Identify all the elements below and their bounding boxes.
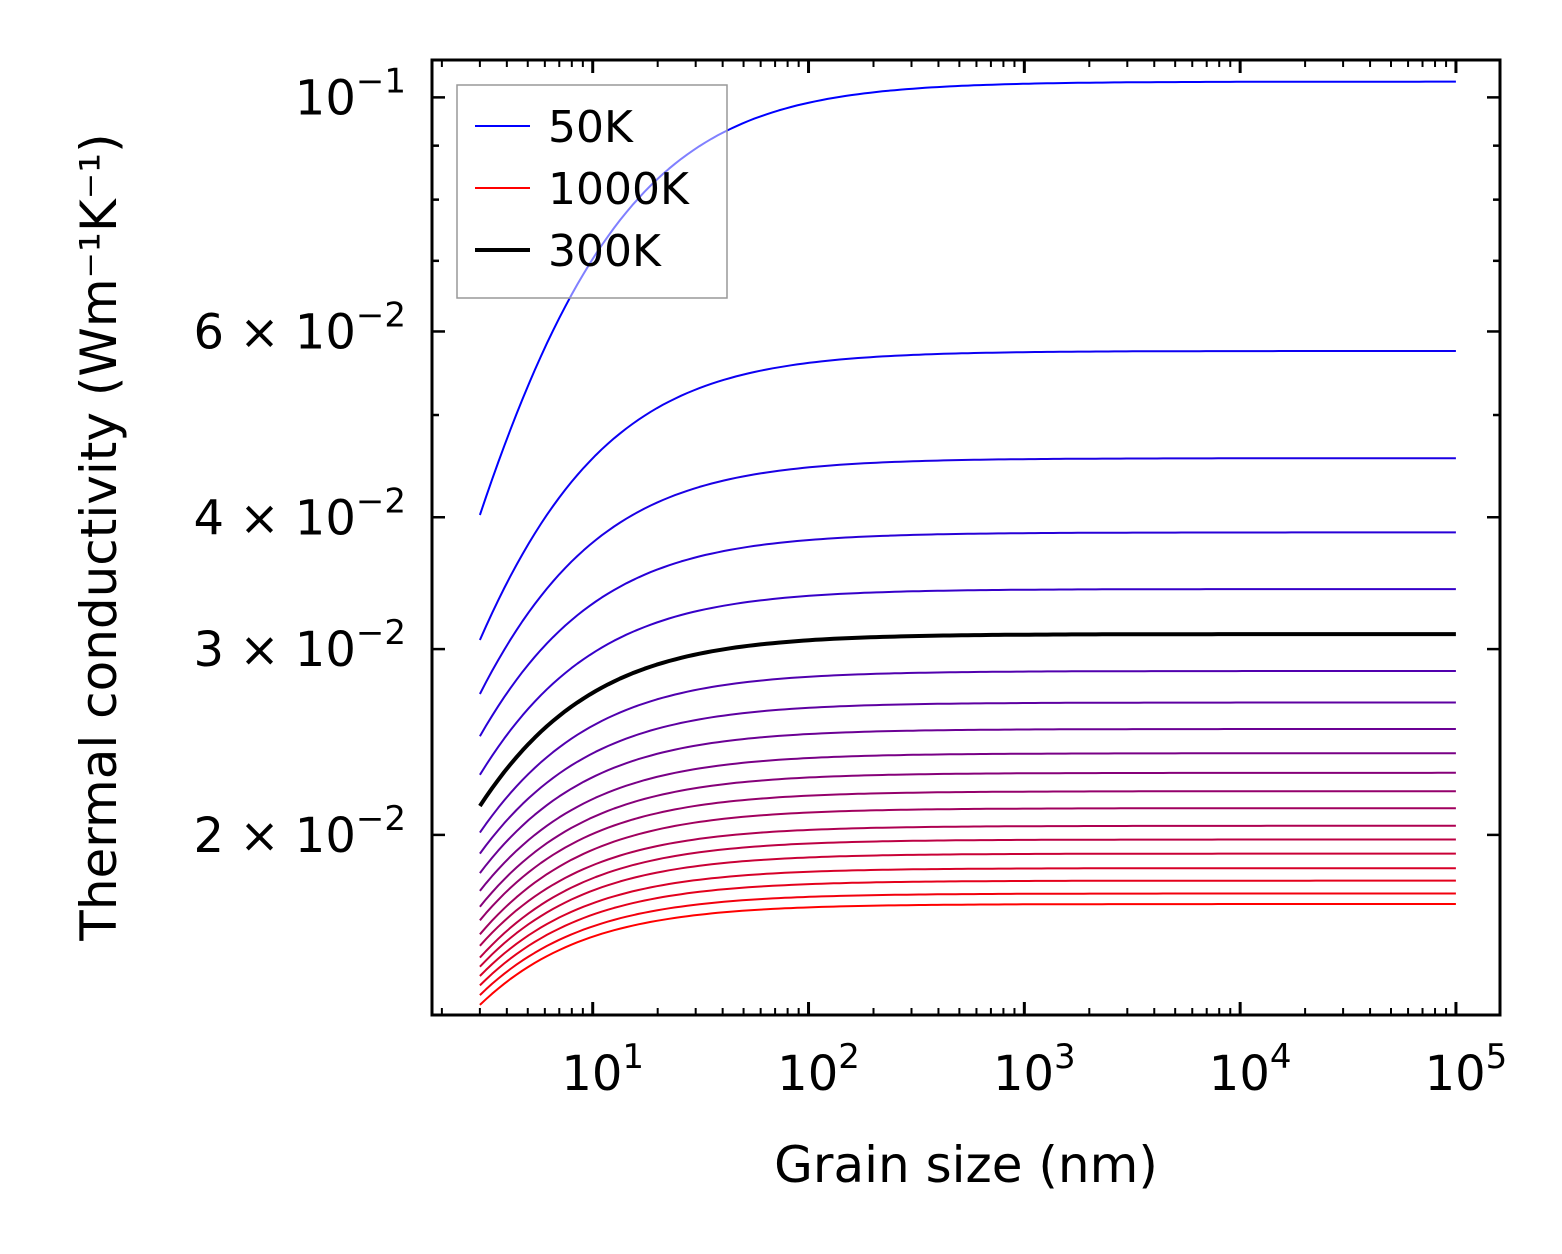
x-tick-label-base: 10 bbox=[993, 1046, 1054, 1102]
series-line-400K bbox=[479, 701, 1456, 855]
y-tick-label-mantissa: 4 × bbox=[194, 490, 295, 546]
y-tick-label: 6 × 10−2 bbox=[194, 295, 406, 360]
x-tick-label-exponent: 5 bbox=[1486, 1037, 1508, 1077]
series-line-900K bbox=[479, 879, 1456, 987]
series-line-300K bbox=[478, 632, 1456, 808]
y-tick-label-exponent: −1 bbox=[356, 61, 406, 101]
legend-label-300K: 300K bbox=[548, 226, 662, 277]
x-tick-label-base: 10 bbox=[777, 1046, 838, 1102]
series-line-850K bbox=[479, 867, 1456, 977]
x-tick-label: 101 bbox=[561, 1037, 644, 1102]
series-line-650K bbox=[479, 807, 1456, 935]
x-tick-label: 103 bbox=[993, 1037, 1076, 1102]
y-tick-label: 3 × 10−2 bbox=[194, 613, 406, 678]
x-axis-label: Grain size (nm) bbox=[774, 1136, 1158, 1194]
legend-box bbox=[456, 84, 728, 299]
series-line-550K bbox=[479, 771, 1456, 908]
x-tick-label-exponent: 2 bbox=[838, 1037, 860, 1077]
x-tick-label-exponent: 3 bbox=[1054, 1037, 1076, 1077]
y-tick-label: 4 × 10−2 bbox=[194, 481, 406, 546]
series-line-800K bbox=[479, 852, 1456, 968]
legend-label-50K: 50K bbox=[548, 102, 634, 153]
series-line-600K bbox=[479, 790, 1456, 921]
legend-label-1000K: 1000K bbox=[548, 164, 690, 215]
y-tick-label-exponent: −2 bbox=[356, 799, 406, 839]
y-tick-label-base: 10 bbox=[295, 622, 356, 678]
x-tick-label: 102 bbox=[777, 1037, 860, 1102]
x-tick-label: 105 bbox=[1425, 1037, 1508, 1102]
y-axis-label: Thermal conductivity (Wm⁻¹K⁻¹) bbox=[70, 133, 128, 941]
series-layer bbox=[478, 80, 1456, 1006]
y-tick-label-mantissa: 6 × bbox=[194, 304, 295, 360]
x-tick-label-base: 10 bbox=[1209, 1046, 1270, 1102]
y-tick-label-exponent: −2 bbox=[356, 613, 406, 653]
y-tick-label-base: 10 bbox=[295, 304, 356, 360]
x-tick-label-base: 10 bbox=[1425, 1046, 1486, 1102]
series-line-450K bbox=[479, 728, 1456, 874]
x-tick-label-exponent: 1 bbox=[622, 1037, 644, 1077]
y-tick-label-exponent: −2 bbox=[356, 481, 406, 521]
plot-frame bbox=[430, 58, 1502, 1017]
series-line-950K bbox=[479, 892, 1456, 996]
x-tick-label: 104 bbox=[1209, 1037, 1292, 1102]
series-line-350K bbox=[479, 670, 1456, 834]
y-tick-label-base: 10 bbox=[295, 808, 356, 864]
series-line-700K bbox=[479, 824, 1456, 947]
series-line-500K bbox=[479, 752, 1456, 892]
y-tick-label-mantissa: 3 × bbox=[194, 622, 295, 678]
series-line-200K bbox=[479, 531, 1456, 737]
series-line-150K bbox=[479, 457, 1456, 695]
series-line-250K bbox=[479, 588, 1456, 776]
y-tick-label-exponent: −2 bbox=[356, 295, 406, 335]
series-line-100K bbox=[478, 350, 1456, 641]
y-tick-label: 2 × 10−2 bbox=[194, 799, 406, 864]
series-line-750K bbox=[479, 838, 1456, 959]
y-tick-label-mantissa: 2 × bbox=[194, 808, 295, 864]
y-tick-label: 10−1 bbox=[295, 61, 406, 126]
x-tick-label-exponent: 4 bbox=[1270, 1037, 1292, 1077]
legend: 50K 1000K 300K bbox=[456, 84, 728, 299]
x-tick-label-base: 10 bbox=[561, 1046, 622, 1102]
y-tick-label-base: 10 bbox=[295, 70, 356, 126]
y-tick-label-base: 10 bbox=[295, 490, 356, 546]
series-line-1000K bbox=[479, 903, 1456, 1006]
